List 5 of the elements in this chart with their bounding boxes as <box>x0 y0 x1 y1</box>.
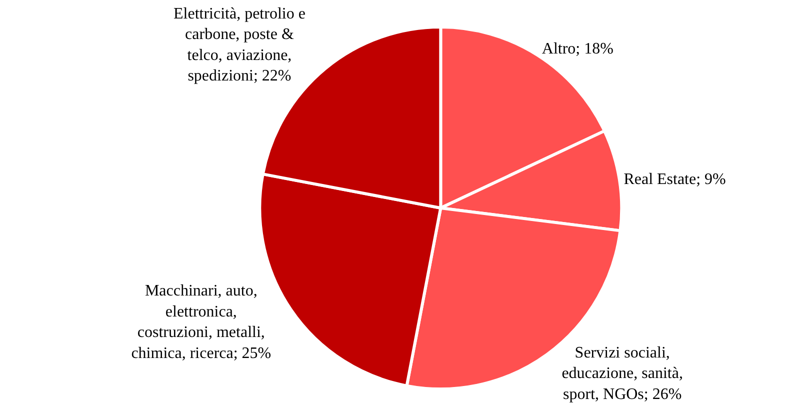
slice-label: Servizi sociali, educazione, sanità, sport, NGOs; 26% <box>562 344 683 403</box>
slice-label: Macchinari, auto, elettronica, costruzioni, metalli, chimica, ricerca; 25% <box>131 282 272 362</box>
slice-label: Real Estate; 9% <box>624 170 726 188</box>
slice-label: Elettricità, petrolio e carbone, poste & telco, aviazione, spedizioni; 22% <box>173 5 306 85</box>
slice-label: Altro; 18% <box>542 40 614 58</box>
